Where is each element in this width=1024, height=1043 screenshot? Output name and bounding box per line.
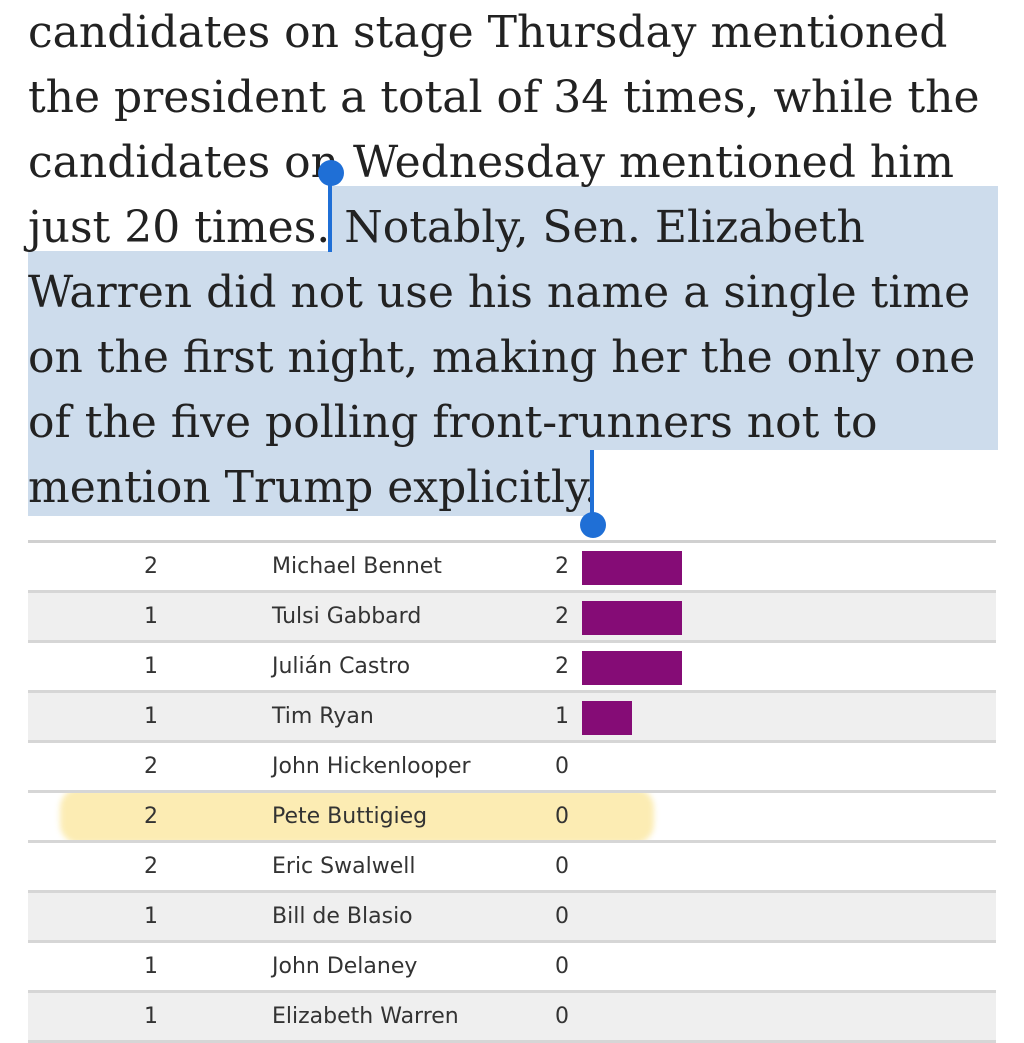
mention-count-cell: 0 — [555, 854, 569, 879]
table-row: 1 Tulsi Gabbard 2 — [28, 593, 996, 643]
candidate-name-cell: Julián Castro — [272, 654, 411, 679]
selection-end-caret — [590, 450, 594, 520]
table-row: 1 Julián Castro 2 — [28, 643, 996, 693]
debate-night-cell: 2 — [144, 754, 158, 779]
debate-night-cell: 1 — [144, 654, 158, 679]
mention-count-cell: 2 — [555, 654, 569, 679]
table-row: 2 John Hickenlooper 0 — [28, 743, 996, 793]
selected-text-line: Warren did not use his name a single tim… — [28, 267, 971, 318]
candidate-name-cell: Elizabeth Warren — [272, 1004, 459, 1029]
table-row: 2 Michael Bennet 2 — [28, 543, 996, 593]
debate-night-cell: 1 — [144, 954, 158, 979]
table-row: 1 John Delaney 0 — [28, 943, 996, 993]
mention-bar — [582, 601, 682, 635]
selected-text-line: on the first night, making her the only … — [28, 332, 976, 383]
candidate-name-cell: John Hickenlooper — [272, 754, 471, 779]
article-line: candidates on stage Thursday mentioned — [28, 7, 948, 58]
debate-night-cell: 2 — [144, 854, 158, 879]
mention-count-cell: 0 — [555, 904, 569, 929]
debate-night-cell: 1 — [144, 904, 158, 929]
table-row-highlighted: 2 Pete Buttigieg 0 — [28, 793, 996, 843]
table-row: 1 Elizabeth Warren 0 — [28, 993, 996, 1043]
candidate-name-cell: Michael Bennet — [272, 554, 442, 579]
mention-count-cell: 0 — [555, 954, 569, 979]
table-row: 1 Bill de Blasio 0 — [28, 893, 996, 943]
row-highlight-marker — [60, 788, 654, 844]
mention-bar — [582, 651, 682, 685]
candidate-name-cell: Tim Ryan — [272, 704, 374, 729]
candidate-name-cell: Pete Buttigieg — [272, 804, 428, 829]
article-line: just 20 times. Notably, Sen. Elizabeth — [28, 195, 1008, 260]
candidate-name-cell: Eric Swalwell — [272, 854, 416, 879]
debate-night-cell: 1 — [144, 1004, 158, 1029]
debate-night-cell: 2 — [144, 554, 158, 579]
text-selection-highlight — [28, 251, 998, 450]
candidate-name-cell: John Delaney — [272, 954, 418, 979]
article-line: candidates on Wednesday mentioned him — [28, 137, 954, 188]
table-row: 2 Eric Swalwell 0 — [28, 843, 996, 893]
mention-count-cell: 0 — [555, 1004, 569, 1029]
mentions-table: 2 Michael Bennet 2 1 Tulsi Gabbard 2 1 Julián C… — [28, 540, 996, 1043]
mention-count-cell: 0 — [555, 804, 569, 829]
mention-count-cell: 2 — [555, 554, 569, 579]
candidate-name-cell: Tulsi Gabbard — [272, 604, 422, 629]
debate-night-cell: 1 — [144, 704, 158, 729]
selected-text-line: mention Trump explicitly. — [28, 462, 598, 513]
article-line-text: just 20 times. — [28, 202, 345, 253]
mention-count-cell: 2 — [555, 604, 569, 629]
article-body[interactable]: candidates on stage Thursday mentioned t… — [28, 0, 1008, 520]
text-selection-highlight — [330, 186, 998, 251]
article-line: the president a total of 34 times, while… — [28, 72, 980, 123]
selected-text-line: of the five polling front-runners not to — [28, 397, 878, 448]
mention-bar — [582, 701, 632, 735]
debate-night-cell: 1 — [144, 604, 158, 629]
mention-count-cell: 0 — [555, 754, 569, 779]
candidate-name-cell: Bill de Blasio — [272, 904, 413, 929]
selected-text: Notably, Sen. Elizabeth — [344, 202, 865, 253]
table-row: 1 Tim Ryan 1 — [28, 693, 996, 743]
selection-start-caret — [328, 178, 332, 252]
mention-bar — [582, 551, 682, 585]
mention-count-cell: 1 — [555, 704, 569, 729]
selection-end-handle[interactable] — [580, 512, 606, 538]
text-selection-highlight — [28, 450, 594, 516]
debate-night-cell: 2 — [144, 804, 158, 829]
